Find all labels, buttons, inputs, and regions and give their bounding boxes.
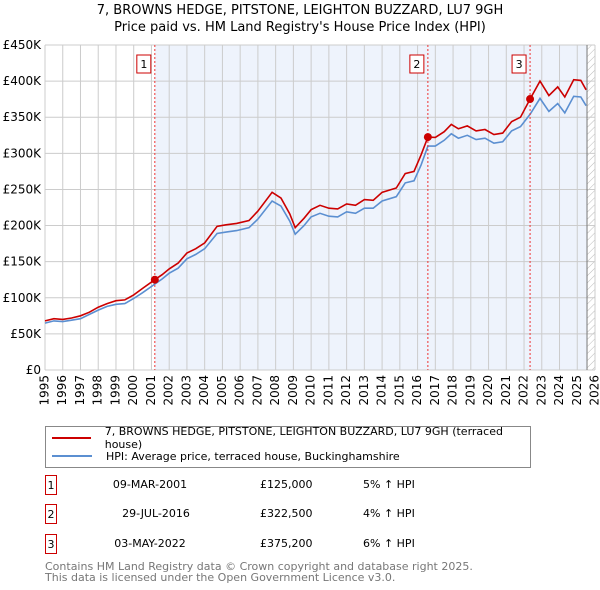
legend-swatch-red (52, 437, 91, 439)
x-tick-label: 2019 (463, 375, 477, 406)
y-tick-label: £250K (3, 182, 43, 196)
x-tick-label: 2001 (144, 375, 158, 406)
y-tick-label: £400K (3, 74, 43, 88)
sale-label: 2 (413, 58, 420, 71)
x-tick-label: 2015 (392, 375, 406, 406)
y-tick-label: £150K (3, 255, 43, 269)
x-tick-label: 2016 (410, 375, 424, 406)
sale-price: £322,500 (260, 507, 313, 520)
legend-label: 7, BROWNS HEDGE, PITSTONE, LEIGHTON BUZZ… (104, 425, 503, 451)
sale-date: 03-MAY-2022 (114, 537, 186, 550)
title-line-2: Price paid vs. HM Land Registry's House … (114, 20, 486, 35)
x-tick-label: 2010 (304, 375, 318, 406)
x-tick-label: 1998 (91, 375, 105, 406)
future-hatch (587, 45, 595, 370)
sale-marker-badge: 2 (45, 504, 57, 524)
sale-date: 09-MAR-2001 (112, 478, 188, 491)
x-tick-label: 2002 (162, 375, 176, 406)
sale-point (150, 275, 159, 284)
x-tick-label: 2008 (268, 375, 282, 406)
x-tick-label: 2012 (339, 375, 353, 406)
sale-hpi-diff: 5% ↑ HPI (363, 478, 415, 491)
sale-price: £375,200 (260, 537, 313, 550)
chart-title: 7, BROWNS HEDGE, PITSTONE, LEIGHTON BUZZ… (0, 2, 600, 36)
sale-point (423, 133, 432, 142)
legend-swatch-blue (52, 455, 92, 457)
x-tick-label: 2005 (215, 375, 229, 406)
y-tick-label: £300K (3, 146, 43, 160)
x-tick-label: 2023 (534, 375, 548, 406)
y-tick-label: £0 (26, 363, 41, 377)
sale-date: 29-JUL-2016 (122, 507, 190, 520)
footer: Contains HM Land Registry data © Crown c… (45, 561, 473, 583)
x-tick-label: 2022 (517, 375, 531, 406)
sale-row-1: 1 09-MAR-2001 £125,000 5% ↑ HPI (45, 475, 445, 495)
title-line-1: 7, BROWNS HEDGE, PITSTONE, LEIGHTON BUZZ… (96, 3, 504, 18)
y-tick-label: £350K (3, 110, 43, 124)
x-tick-label: 2013 (357, 375, 371, 406)
sale-row-2: 2 29-JUL-2016 £322,500 4% ↑ HPI (45, 504, 445, 524)
sale-row-3: 3 03-MAY-2022 £375,200 6% ↑ HPI (45, 534, 445, 554)
sale-label-box (136, 54, 152, 74)
y-tick-label: £200K (3, 219, 43, 233)
x-tick-label: 2004 (197, 375, 211, 406)
sale-label: 3 (516, 58, 523, 71)
x-tick-label: 2006 (233, 375, 247, 406)
hpi-line (44, 95, 587, 324)
legend-label: HPI: Average price, terraced house, Buck… (106, 449, 400, 463)
legend-item-hpi: HPI: Average price, terraced house, Buck… (52, 448, 400, 464)
sale-point (526, 95, 535, 104)
x-tick-label: 2026 (588, 375, 600, 406)
x-tick-label: 1999 (108, 375, 122, 406)
x-tick-label: 1995 (38, 375, 52, 406)
x-tick-label: 1996 (55, 375, 69, 406)
price-chart: 1995 1996 1997 1998 1999 2000 2001 2002 2003 2004… (3, 38, 600, 406)
x-tick-label: 2021 (499, 375, 513, 406)
x-tick-label: 2007 (250, 375, 264, 406)
x-tick-label: 2011 (321, 375, 335, 406)
sale-price: £125,000 (260, 478, 313, 491)
sale-hpi-diff: 6% ↑ HPI (363, 537, 415, 550)
x-tick-label: 2017 (428, 375, 442, 406)
footer-licence: This data is licensed under the Open Gov… (45, 571, 396, 584)
y-tick-label: £450K (3, 38, 43, 52)
x-tick-label: 2009 (286, 375, 300, 406)
legend-item-property: 7, BROWNS HEDGE, PITSTONE, LEIGHTON BUZZ… (52, 425, 530, 451)
sale-hpi-diff: 4% ↑ HPI (363, 507, 415, 520)
sale-marker-badge: 1 (45, 475, 57, 495)
y-tick-label: £100K (3, 291, 43, 305)
sale-label: 1 (140, 58, 147, 71)
x-tick-label: 2018 (446, 375, 460, 406)
sale-label-box (511, 54, 527, 74)
x-tick-label: 2024 (552, 375, 566, 406)
x-tick-label: 2025 (570, 375, 584, 406)
legend: 7, BROWNS HEDGE, PITSTONE, LEIGHTON BUZZ… (45, 425, 531, 468)
sale-marker-badge: 3 (45, 534, 57, 554)
x-tick-label: 2003 (179, 375, 193, 406)
sale-label-box (409, 54, 425, 74)
x-tick-label: 2000 (126, 375, 140, 406)
footer-copyright: Contains HM Land Registry data © Crown c… (45, 560, 473, 573)
x-tick-label: 1997 (73, 375, 87, 406)
y-tick-label: £50K (10, 327, 42, 341)
x-tick-label: 2020 (481, 375, 495, 406)
property-price-line (44, 78, 587, 322)
x-tick-label: 2014 (375, 375, 389, 406)
